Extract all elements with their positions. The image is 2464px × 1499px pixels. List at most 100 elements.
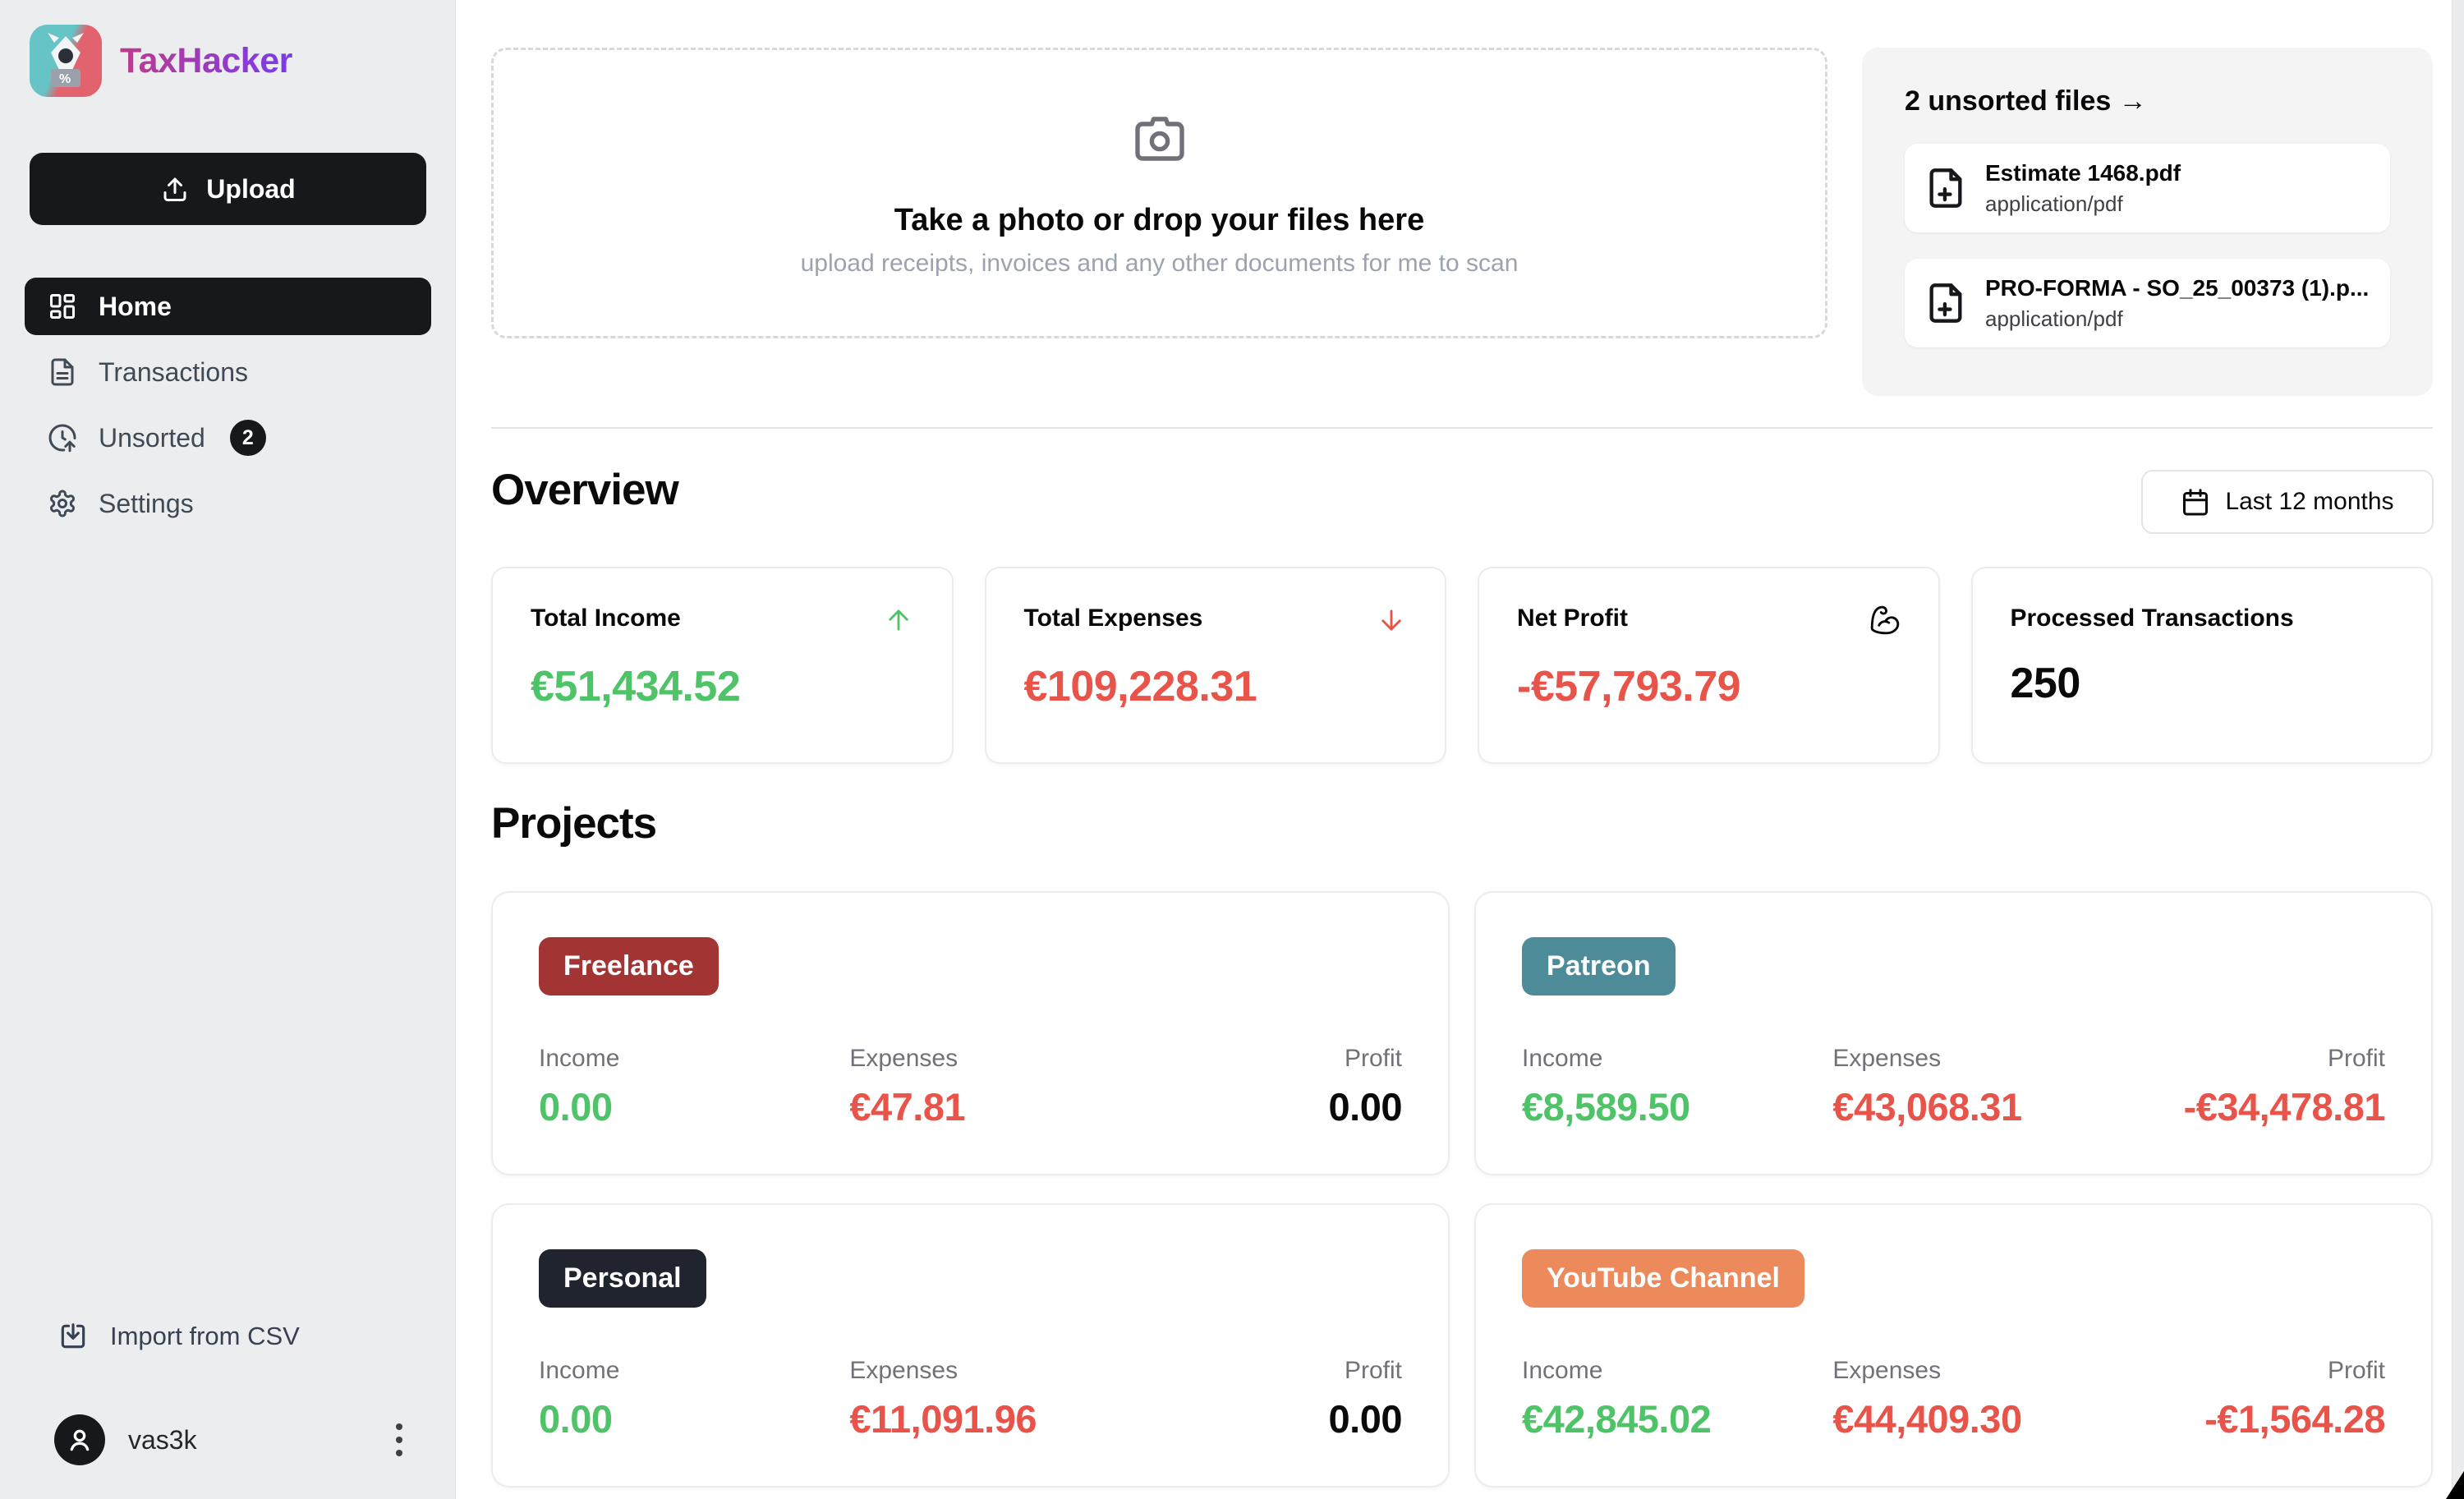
app-logo-row: % TaxHacker (30, 25, 292, 97)
projects-heading: Projects (491, 799, 657, 848)
mouse-cursor (2446, 1468, 2464, 1499)
stat-label: Total Expenses (1023, 605, 1203, 632)
income-label: Income (1522, 1357, 1603, 1384)
biceps-flexed-icon (1869, 605, 1901, 636)
sidebar-item-settings[interactable]: Settings (25, 475, 431, 532)
stat-value: €51,434.52 (531, 663, 741, 710)
profit-label: Profit (1344, 1357, 1402, 1384)
expenses-value: €11,091.96 (849, 1397, 1037, 1441)
unsorted-count-badge: 2 (229, 420, 266, 456)
projects-grid: Freelance Income 0.00 Expenses €47.81 Pr… (491, 891, 2433, 1488)
sidebar-nav: Home Transactions Unsorted 2 (25, 278, 431, 532)
arrow-down-icon (1376, 605, 1407, 636)
sidebar-item-transactions[interactable]: Transactions (25, 343, 431, 401)
camera-icon (1130, 109, 1189, 168)
project-badge: Personal (539, 1249, 706, 1308)
user-row[interactable]: vas3k (54, 1414, 407, 1465)
sidebar-item-label: Home (99, 291, 172, 321)
file-plus-icon (1924, 282, 1967, 324)
expenses-label: Expenses (849, 1357, 958, 1384)
main-content: Take a photo or drop your files here upl… (457, 0, 2452, 1499)
calendar-icon (2181, 487, 2210, 517)
section-divider (491, 427, 2433, 429)
unsorted-file-card[interactable]: Estimate 1468.pdf application/pdf (1905, 144, 2390, 232)
project-badge: YouTube Channel (1522, 1249, 1804, 1308)
expenses-value: €44,409.30 (1832, 1397, 2022, 1441)
project-badge: Freelance (539, 937, 719, 996)
project-card-youtube-channel[interactable]: YouTube Channel Income €42,845.02 Expens… (1474, 1203, 2433, 1488)
period-selector-button[interactable]: Last 12 months (2141, 470, 2434, 534)
stat-card-total-income: Total Income €51,434.52 (491, 567, 954, 764)
project-card-personal[interactable]: Personal Income 0.00 Expenses €11,091.96… (491, 1203, 1450, 1488)
app-title: TaxHacker (120, 40, 292, 80)
unsorted-file-card[interactable]: PRO-FORMA - SO_25_00373 (1).p... applica… (1905, 259, 2390, 347)
arrow-up-icon (883, 605, 914, 636)
project-badge: Patreon (1522, 937, 1676, 996)
income-value: 0.00 (539, 1085, 613, 1129)
profit-label: Profit (2327, 1045, 2385, 1072)
profit-label: Profit (2327, 1357, 2385, 1384)
profit-value: -€34,478.81 (2183, 1085, 2386, 1129)
app-logo-icon: % (30, 25, 102, 97)
project-card-freelance[interactable]: Freelance Income 0.00 Expenses €47.81 Pr… (491, 891, 1450, 1175)
stat-label: Processed Transactions (2010, 605, 2294, 632)
expenses-label: Expenses (849, 1045, 958, 1072)
upload-button-label: Upload (206, 173, 296, 204)
username: vas3k (128, 1424, 197, 1455)
stat-value: 250 (2010, 660, 2081, 707)
income-value: €42,845.02 (1522, 1397, 1712, 1441)
stat-value: €109,228.31 (1023, 663, 1257, 710)
sidebar-item-label: Settings (99, 488, 194, 518)
clock-arrow-up-icon (48, 423, 77, 453)
income-label: Income (539, 1045, 620, 1072)
file-plus-icon (1924, 167, 1967, 209)
file-name: PRO-FORMA - SO_25_00373 (1).p... (1985, 274, 2370, 301)
income-value: 0.00 (539, 1397, 613, 1441)
upload-button[interactable]: Upload (30, 153, 426, 225)
overview-heading: Overview (491, 466, 679, 514)
unsorted-files-link[interactable]: 2 unsorted files → (1905, 85, 2147, 117)
project-card-patreon[interactable]: Patreon Income €8,589.50 Expenses €43,06… (1474, 891, 2433, 1175)
expenses-value: €47.81 (849, 1085, 966, 1129)
profit-value: 0.00 (1328, 1085, 1403, 1129)
dropzone-title: Take a photo or drop your files here (894, 202, 1425, 237)
stat-card-total-expenses: Total Expenses €109,228.31 (984, 567, 1446, 764)
overview-stats-row: Total Income €51,434.52 Total Expenses €… (491, 567, 2433, 764)
file-text-icon (48, 357, 77, 387)
income-label: Income (539, 1357, 620, 1384)
import-from-csv-button[interactable]: Import from CSV (57, 1321, 300, 1352)
unsorted-files-panel: 2 unsorted files → Estimate 1468.pdf app… (1862, 48, 2433, 396)
profit-value: 0.00 (1328, 1397, 1403, 1441)
user-avatar (54, 1414, 105, 1465)
import-from-csv-label: Import from CSV (110, 1322, 300, 1350)
file-type: application/pdf (1985, 191, 2123, 216)
sidebar-item-home[interactable]: Home (25, 278, 431, 335)
income-value: €8,589.50 (1522, 1085, 1690, 1129)
file-name: Estimate 1468.pdf (1985, 159, 2181, 186)
expenses-label: Expenses (1832, 1357, 1942, 1384)
import-icon (57, 1321, 89, 1352)
dropzone-subtitle: upload receipts, invoices and any other … (800, 249, 1519, 277)
scrollbar-gutter[interactable] (2452, 0, 2464, 1499)
expenses-label: Expenses (1832, 1045, 1942, 1072)
sidebar-item-label: Unsorted (99, 422, 205, 453)
stat-card-net-profit: Net Profit -€57,793.79 (1478, 567, 1940, 764)
file-dropzone[interactable]: Take a photo or drop your files here upl… (491, 48, 1827, 338)
user-menu-ellipsis-icon[interactable] (391, 1419, 407, 1461)
svg-text:%: % (59, 72, 71, 86)
stat-label: Net Profit (1517, 605, 1628, 632)
profit-value: -€1,564.28 (2204, 1397, 2385, 1441)
sidebar: % TaxHacker Upload Home (0, 0, 456, 1499)
sidebar-item-label: Transactions (99, 356, 248, 387)
income-label: Income (1522, 1045, 1603, 1072)
gear-icon (48, 489, 77, 518)
dashboard-grid-icon (48, 292, 77, 321)
upload-icon (160, 174, 190, 204)
sidebar-item-unsorted[interactable]: Unsorted 2 (25, 409, 431, 467)
period-selector-label: Last 12 months (2225, 488, 2394, 515)
file-type: application/pdf (1985, 306, 2123, 331)
expenses-value: €43,068.31 (1832, 1085, 2022, 1129)
stat-card-processed-transactions: Processed Transactions 250 (1970, 567, 2433, 764)
stat-value: -€57,793.79 (1517, 663, 1741, 710)
profit-label: Profit (1344, 1045, 1402, 1072)
